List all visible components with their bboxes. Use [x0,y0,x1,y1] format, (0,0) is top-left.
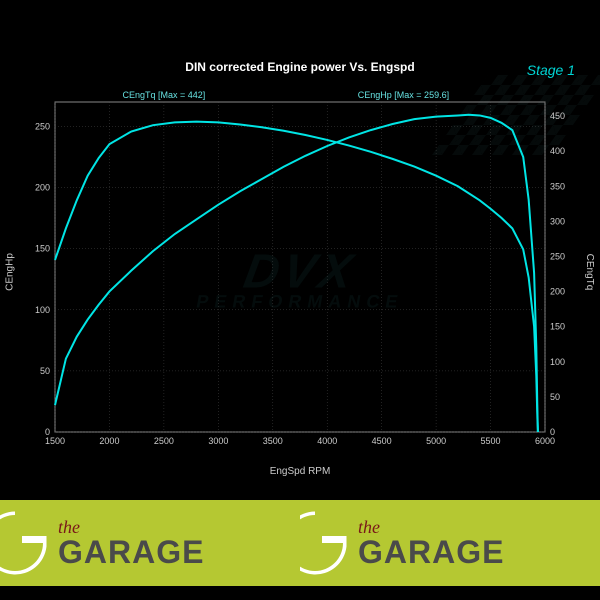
svg-text:250: 250 [550,251,565,261]
svg-text:3500: 3500 [263,436,283,446]
svg-text:200: 200 [550,287,565,297]
svg-text:50: 50 [40,366,50,376]
banner-text-right: the GARAGE [358,518,504,568]
svg-text:400: 400 [550,146,565,156]
plot-area: DVX PERFORMANCE 150020002500300035004000… [15,82,585,462]
banner-garage: GARAGE [58,536,204,568]
chart-svg: 1500200025003000350040004500500055006000… [15,82,585,462]
chart-title: DIN corrected Engine power Vs. Engspd [15,60,585,74]
dyno-chart: DIN corrected Engine power Vs. Engspd DV… [15,60,585,490]
svg-text:100: 100 [35,305,50,315]
y-right-label: CEngTq [585,254,596,291]
svg-text:5500: 5500 [481,436,501,446]
svg-text:2000: 2000 [99,436,119,446]
banner-left: the GARAGE [0,500,300,586]
banner-right: the GARAGE [300,500,600,586]
svg-text:50: 50 [550,392,560,402]
svg-text:350: 350 [550,181,565,191]
svg-text:4000: 4000 [317,436,337,446]
svg-text:450: 450 [550,111,565,121]
footer-banner: the GARAGE the GARAGE [0,500,600,586]
svg-text:0: 0 [550,427,555,437]
svg-text:0: 0 [45,427,50,437]
banner-garage: GARAGE [358,536,504,568]
banner-text-left: the GARAGE [58,518,204,568]
svg-text:CEngTq [Max = 442]: CEngTq [Max = 442] [122,90,205,100]
svg-text:150: 150 [550,322,565,332]
svg-text:6000: 6000 [535,436,555,446]
svg-text:300: 300 [550,216,565,226]
svg-text:5000: 5000 [426,436,446,446]
svg-text:CEngHp [Max = 259.6]: CEngHp [Max = 259.6] [358,90,449,100]
y-left-label: CEngHp [5,253,16,291]
garage-logo-icon [300,508,350,578]
svg-text:4500: 4500 [372,436,392,446]
svg-text:100: 100 [550,357,565,367]
garage-logo-icon [0,508,50,578]
svg-text:2500: 2500 [154,436,174,446]
svg-text:1500: 1500 [45,436,65,446]
svg-text:200: 200 [35,183,50,193]
x-label: EngSpd RPM [15,466,585,477]
svg-text:150: 150 [35,244,50,254]
svg-text:250: 250 [35,121,50,131]
svg-text:3000: 3000 [208,436,228,446]
